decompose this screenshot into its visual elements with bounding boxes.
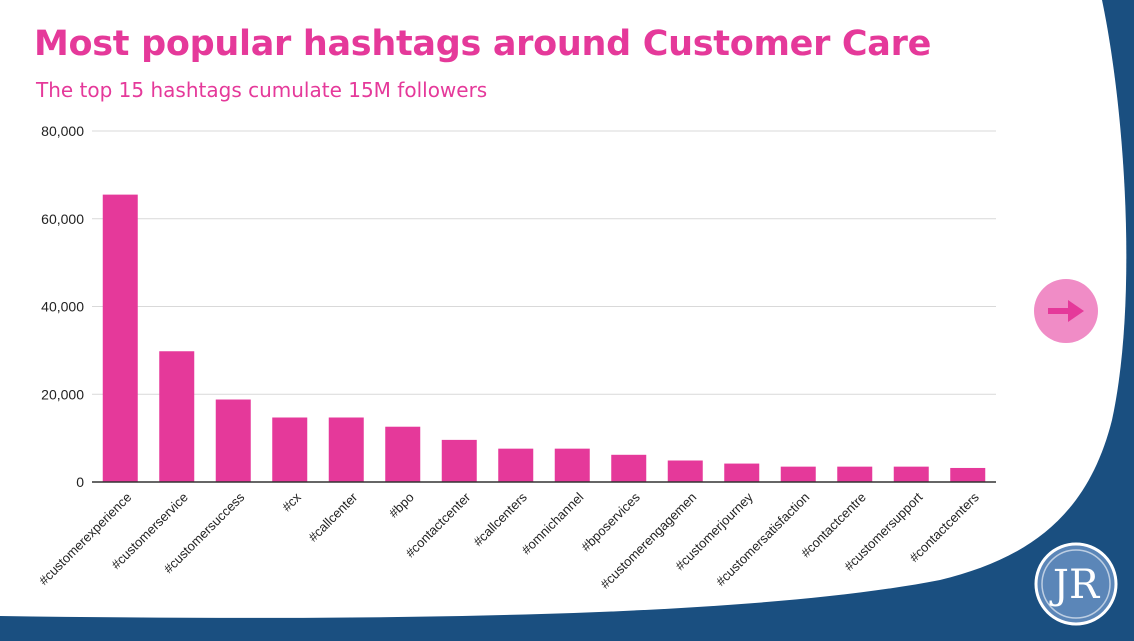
bar — [385, 426, 421, 482]
jr-logo: JR — [1034, 542, 1118, 626]
x-tick-label: #customerengagemen — [597, 490, 699, 592]
arrow-right-icon — [1048, 300, 1084, 322]
y-axis-ticks: 0 20,000 40,000 60,000 80,000 — [41, 123, 84, 490]
bar — [950, 467, 986, 482]
bar — [215, 399, 251, 482]
slide-title: Most popular hashtags around Customer Ca… — [34, 24, 932, 64]
y-tick-label: 20,000 — [41, 386, 84, 402]
y-tick-label: 0 — [76, 474, 84, 490]
bar — [837, 466, 873, 482]
x-tick-label: #bpo — [386, 490, 417, 521]
bar — [780, 466, 816, 482]
y-tick-label: 40,000 — [41, 299, 84, 315]
x-axis-ticks: #customerexperience#customerservice#cust… — [36, 489, 982, 592]
bar — [498, 448, 534, 482]
x-tick-label: #customersatisfaction — [713, 490, 813, 590]
x-tick-label: #callcenter — [305, 489, 361, 545]
next-slide-button[interactable] — [1034, 279, 1098, 343]
logo-text: JR — [1049, 562, 1101, 608]
chart-bars — [102, 194, 986, 482]
bar — [272, 417, 308, 482]
bar — [893, 466, 929, 482]
bar — [441, 439, 477, 482]
bar — [554, 448, 590, 482]
slide-subtitle: The top 15 hashtags cumulate 15M followe… — [36, 78, 488, 102]
x-tick-label: #customerexperience — [36, 490, 134, 588]
bar — [328, 417, 364, 482]
x-tick-label: #cx — [279, 489, 304, 514]
chart-gridlines — [92, 130, 996, 395]
bar — [667, 460, 703, 482]
bar — [611, 454, 647, 482]
bar — [159, 351, 195, 482]
bar — [102, 194, 138, 482]
y-tick-label: 80,000 — [41, 123, 84, 139]
y-tick-label: 60,000 — [41, 211, 84, 227]
x-tick-label: #callcenters — [470, 489, 530, 549]
bar — [724, 463, 760, 482]
